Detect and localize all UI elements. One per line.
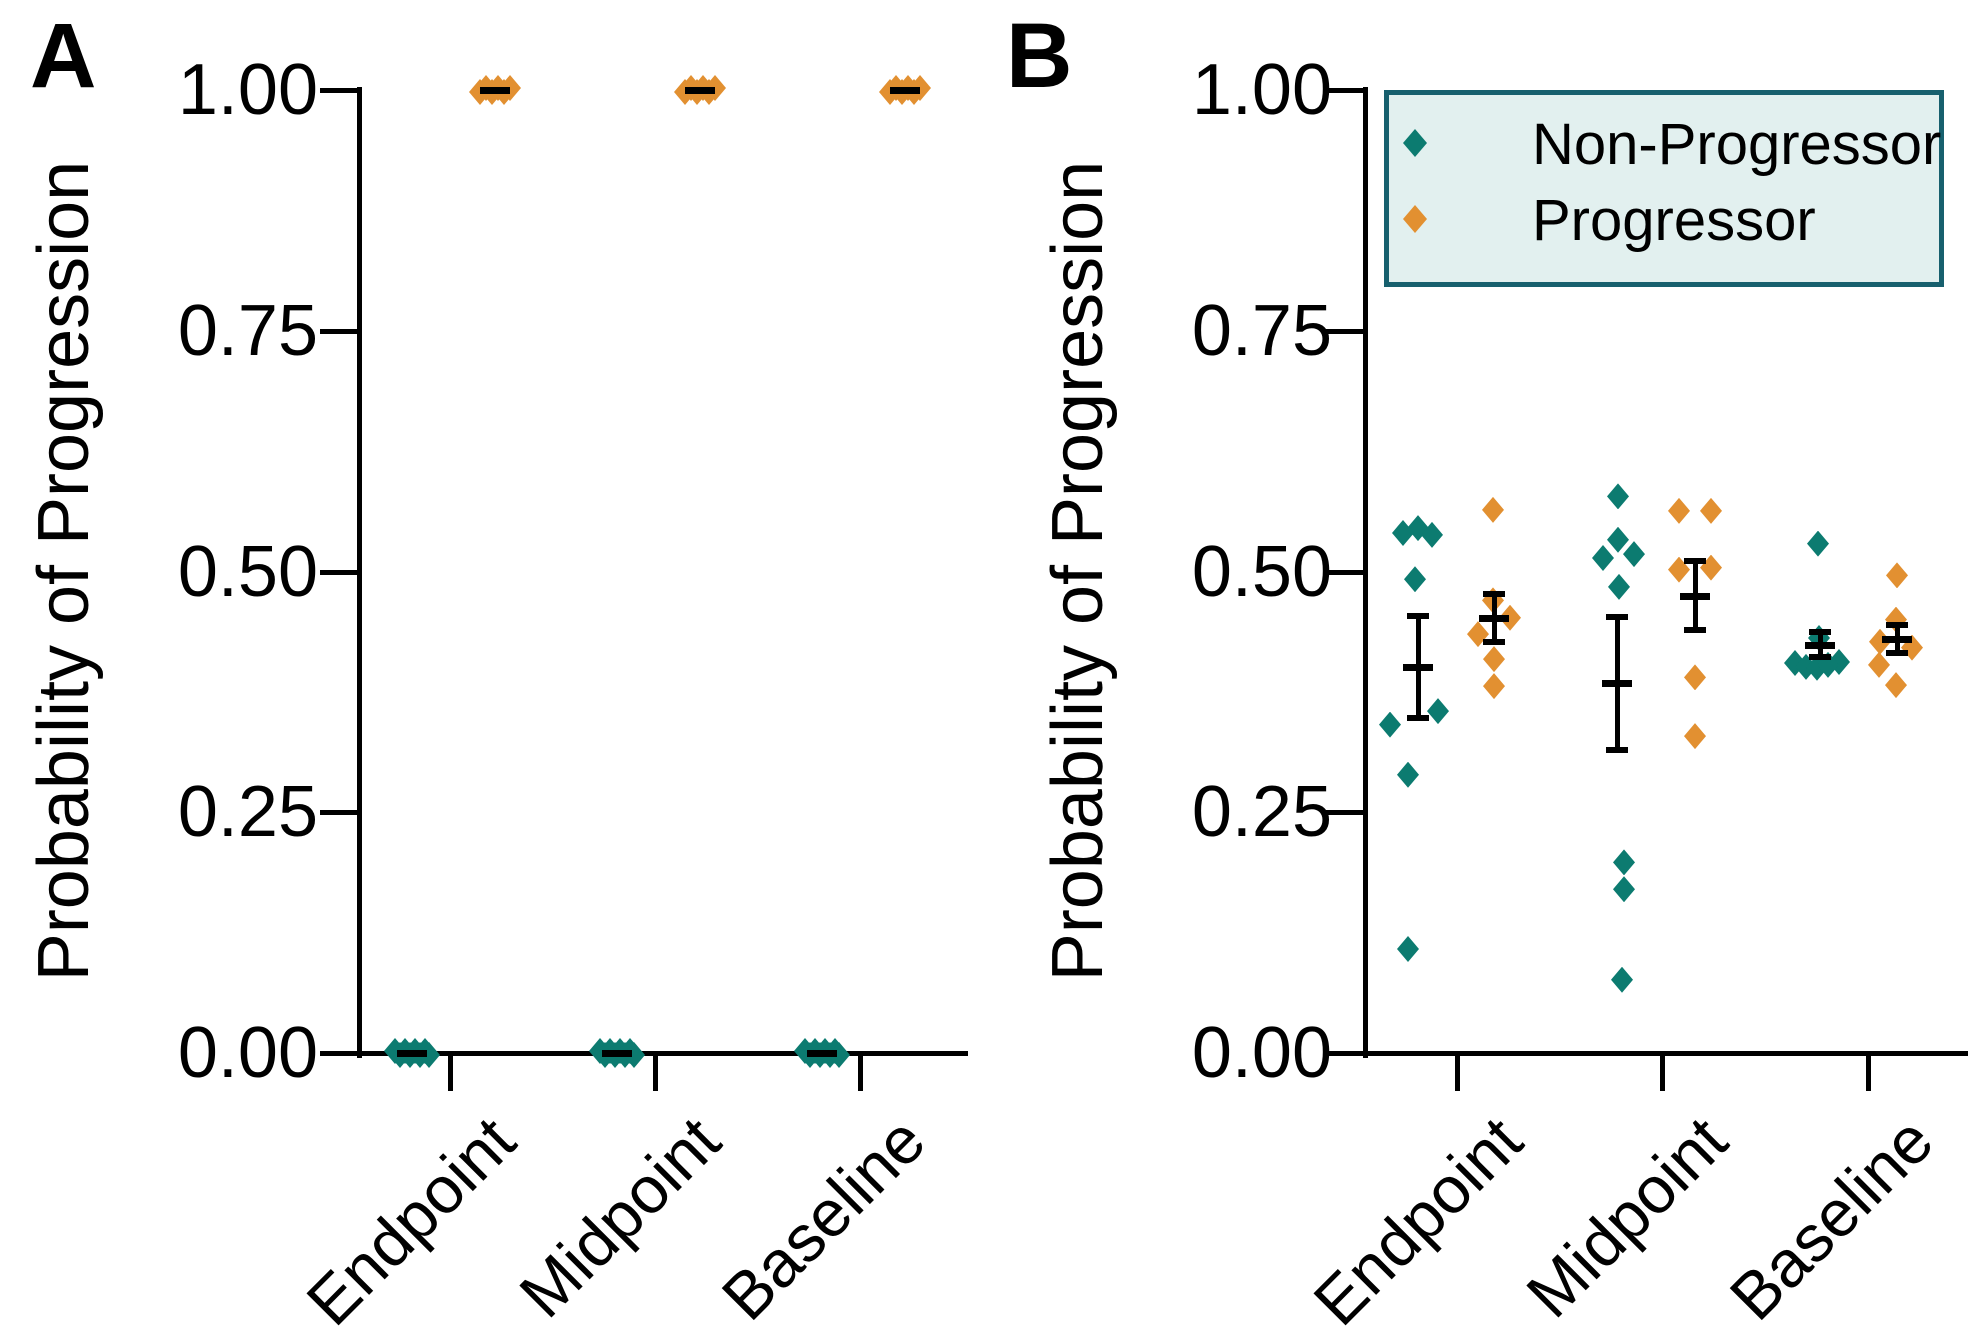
- error-bar-cap-bottom: [1809, 654, 1831, 661]
- data-point-non-progressor: [1623, 541, 1645, 568]
- y-tick: [320, 88, 362, 93]
- y-tick-label: 0.50: [177, 531, 318, 612]
- y-tick-label: 0.75: [177, 290, 318, 371]
- data-point-progressor: [909, 75, 931, 101]
- error-bar-cap-bottom: [1886, 650, 1908, 657]
- error-bar-cap-bottom: [1407, 714, 1429, 721]
- y-tick-label: 1.00: [177, 50, 318, 130]
- legend-marker-non-progressor-icon: [1403, 129, 1427, 157]
- data-point-non-progressor: [1608, 573, 1630, 600]
- data-point-progressor: [1499, 604, 1521, 631]
- x-tick: [1660, 1053, 1665, 1091]
- error-bar-cap-bottom: [1483, 638, 1505, 645]
- data-point-non-progressor: [418, 1042, 440, 1068]
- data-point-non-progressor: [828, 1042, 850, 1068]
- y-tick: [320, 569, 362, 575]
- mean-bar: [602, 1050, 632, 1057]
- data-point-progressor: [499, 75, 521, 101]
- data-point-non-progressor: [1807, 530, 1829, 557]
- x-tick: [448, 1053, 453, 1091]
- mean-bar: [807, 1050, 837, 1057]
- data-point-progressor: [1868, 651, 1890, 678]
- data-point-progressor: [1684, 664, 1706, 691]
- y-tick: [1326, 328, 1368, 334]
- y-tick: [320, 1051, 362, 1056]
- x-axis-line: [1326, 1051, 1968, 1056]
- legend: Non-Progressor Progressor: [1384, 90, 1944, 287]
- data-point-non-progressor: [1421, 521, 1443, 548]
- y-tick-label: 0.25: [1191, 772, 1332, 853]
- y-tick: [320, 328, 362, 334]
- mean-bar: [480, 87, 510, 94]
- error-bar-cap-bottom: [1606, 746, 1628, 753]
- error-bar-cap-top: [1809, 629, 1831, 636]
- data-point-non-progressor: [1397, 761, 1419, 788]
- panel-a-letter: A: [30, 5, 97, 107]
- data-point-progressor: [1869, 628, 1891, 655]
- mean-bar: [397, 1050, 427, 1057]
- x-tick: [858, 1053, 863, 1091]
- y-tick: [1326, 569, 1368, 575]
- data-point-progressor: [1684, 723, 1706, 750]
- error-bar-cap-top: [1407, 612, 1429, 619]
- x-tick: [653, 1053, 658, 1091]
- y-tick-label: 0.00: [1191, 1013, 1332, 1093]
- y-tick-label: 0.50: [1191, 531, 1332, 612]
- data-point-non-progressor: [1592, 545, 1614, 572]
- mean-bar: [1403, 663, 1433, 671]
- y-tick-label: 0.00: [177, 1013, 318, 1093]
- y-tick-label: 1.00: [1191, 50, 1332, 130]
- y-tick: [320, 810, 362, 816]
- data-point-non-progressor: [1397, 935, 1419, 962]
- error-bar-cap-bottom: [1684, 627, 1706, 634]
- x-tick: [1866, 1053, 1871, 1091]
- data-point-non-progressor: [1427, 698, 1449, 725]
- mean-bar: [685, 87, 715, 94]
- error-bar-cap-top: [1606, 613, 1628, 620]
- mean-bar: [1805, 641, 1835, 649]
- data-point-non-progressor: [1379, 711, 1401, 738]
- data-point-non-progressor: [1613, 849, 1635, 876]
- mean-bar: [1602, 680, 1632, 688]
- y-tick: [1326, 810, 1368, 816]
- data-point-progressor: [1700, 497, 1722, 524]
- data-point-non-progressor: [1613, 876, 1635, 903]
- data-point-progressor: [1885, 672, 1907, 699]
- error-bar-cap-top: [1483, 590, 1505, 597]
- y-tick-label: 0.75: [1191, 290, 1332, 371]
- legend-label-non-progressor: Non-Progressor: [1532, 112, 1942, 177]
- error-bar-cap-top: [1684, 557, 1706, 564]
- panel-b-letter: B: [1006, 5, 1073, 107]
- y-tick: [1326, 1051, 1368, 1056]
- data-point-non-progressor: [1404, 566, 1426, 593]
- data-point-progressor: [1482, 496, 1504, 523]
- mean-bar: [1882, 635, 1912, 643]
- x-axis-line: [320, 1051, 968, 1056]
- mean-bar: [890, 87, 920, 94]
- legend-label-progressor: Progressor: [1532, 188, 1816, 253]
- data-point-non-progressor: [1607, 483, 1629, 510]
- y-tick: [1326, 88, 1368, 93]
- data-point-progressor: [1886, 562, 1908, 589]
- mean-bar: [1479, 614, 1509, 622]
- data-point-non-progressor: [623, 1042, 645, 1068]
- data-point-non-progressor: [1611, 966, 1633, 993]
- data-point-progressor: [704, 75, 726, 101]
- data-point-progressor: [1483, 673, 1505, 700]
- data-point-non-progressor: [1607, 526, 1629, 553]
- x-tick: [1455, 1053, 1460, 1091]
- data-point-progressor: [1483, 646, 1505, 673]
- y-tick-label: 0.25: [177, 772, 318, 853]
- data-point-non-progressor: [1392, 519, 1414, 546]
- legend-marker-progressor-icon: [1403, 205, 1427, 233]
- error-bar-cap-top: [1886, 621, 1908, 628]
- mean-bar: [1680, 592, 1710, 600]
- data-point-progressor: [1668, 497, 1690, 524]
